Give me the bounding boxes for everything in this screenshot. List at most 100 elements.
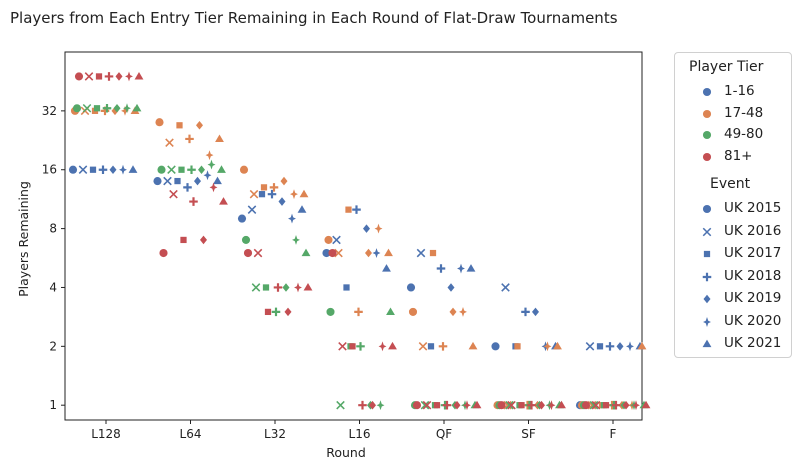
data-point — [365, 248, 372, 258]
data-point — [626, 341, 634, 352]
data-point — [442, 400, 452, 410]
data-point — [203, 170, 212, 181]
legend-marker — [702, 339, 712, 348]
data-point — [155, 118, 164, 127]
legend-item-event: UK 2015 — [675, 198, 791, 220]
data-point — [374, 223, 383, 234]
data-point — [585, 342, 595, 351]
data-point — [121, 105, 129, 116]
data-point — [602, 402, 610, 409]
data-point — [104, 72, 114, 81]
data-point — [641, 400, 651, 409]
data-point — [547, 400, 556, 411]
data-point — [521, 307, 530, 317]
data-point — [93, 105, 101, 112]
data-point — [538, 400, 545, 410]
y-tick-label: 4 — [49, 280, 57, 294]
data-point — [463, 400, 471, 411]
data-point — [384, 248, 393, 257]
data-point — [422, 400, 432, 410]
data-point — [354, 307, 363, 317]
legend-label: 17-48 — [724, 104, 764, 121]
data-point — [436, 264, 446, 273]
legend-item-event: UK 2016 — [675, 221, 791, 243]
data-point — [334, 248, 343, 258]
data-point — [215, 134, 224, 143]
legend-marker — [702, 87, 712, 97]
data-point — [518, 402, 525, 409]
legend-marker — [702, 130, 712, 140]
legend-item-event: UK 2021 — [675, 333, 791, 355]
x-tick-label: L32 — [264, 427, 286, 441]
x-axis-label: Round — [326, 445, 366, 460]
legend-marker — [702, 204, 712, 214]
legend-item-event: UK 2019 — [675, 288, 791, 310]
data-point — [74, 72, 84, 81]
data-point — [449, 307, 457, 317]
y-tick-label: 16 — [42, 163, 57, 177]
data-point — [303, 283, 313, 291]
data-point — [491, 342, 500, 351]
data-point — [174, 177, 181, 185]
data-point — [219, 197, 228, 205]
data-point — [72, 104, 82, 113]
data-point — [176, 122, 183, 129]
data-point — [288, 213, 296, 224]
data-point — [185, 134, 194, 144]
data-point — [128, 165, 138, 173]
legend-item-event: UK 2018 — [675, 266, 791, 288]
data-point — [406, 283, 416, 292]
data-point — [349, 343, 356, 350]
data-point — [378, 341, 387, 352]
data-point — [532, 307, 539, 317]
data-point — [180, 236, 187, 244]
legend-event-title: Event — [710, 176, 751, 192]
legend-marker — [702, 109, 712, 118]
data-point — [358, 400, 367, 410]
y-tick-label: 8 — [49, 222, 57, 236]
data-point — [157, 165, 166, 174]
data-point — [167, 165, 176, 175]
data-point — [297, 205, 307, 213]
data-point — [637, 341, 647, 350]
data-point — [332, 235, 341, 245]
data-point — [322, 248, 331, 258]
data-point — [189, 197, 198, 206]
data-point — [243, 248, 253, 258]
legend-label: 1-16 — [724, 83, 755, 99]
data-point — [507, 400, 516, 410]
data-point — [260, 184, 268, 191]
data-point — [557, 400, 566, 409]
data-point — [501, 283, 510, 292]
data-point — [632, 400, 640, 411]
data-point — [388, 341, 397, 350]
data-point — [376, 400, 385, 411]
data-point — [119, 164, 127, 175]
data-point — [165, 138, 174, 147]
data-point — [241, 235, 251, 244]
data-point — [271, 307, 281, 317]
data-point — [447, 283, 455, 292]
legend-label: UK 2021 — [724, 335, 782, 351]
data-point — [102, 103, 112, 113]
y-tick-label: 1 — [49, 398, 57, 412]
data-point — [418, 342, 428, 351]
chart-title: Players from Each Entry Tier Remaining i… — [10, 9, 618, 27]
data-point — [505, 400, 514, 410]
data-point — [280, 176, 288, 186]
data-point — [457, 263, 465, 274]
data-point — [336, 400, 345, 410]
data-point — [412, 401, 422, 410]
data-point — [169, 189, 178, 199]
data-point — [363, 224, 370, 233]
x-tick-label: QF — [436, 427, 452, 441]
data-point — [262, 284, 270, 291]
legend-label: UK 2016 — [724, 222, 782, 239]
data-point — [239, 165, 249, 174]
data-point — [123, 103, 131, 114]
data-point — [472, 400, 482, 409]
legend-label: UK 2018 — [724, 267, 782, 284]
data-point — [282, 283, 290, 292]
y-axis-label: Players Remaining — [16, 181, 31, 297]
data-point — [98, 165, 108, 174]
